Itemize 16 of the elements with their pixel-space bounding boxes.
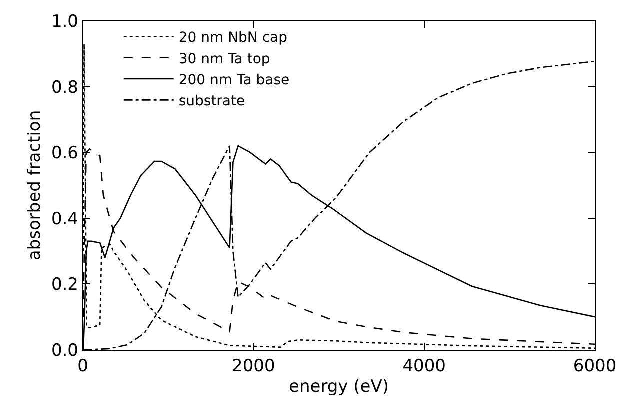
y-tick-label: 0.0 bbox=[51, 340, 78, 361]
x-tick-label: 0 bbox=[78, 356, 88, 376]
y-tick-label: 0.6 bbox=[51, 144, 78, 164]
x-axis-title: energy (eV) bbox=[289, 376, 389, 397]
y-tick-label: 0.2 bbox=[51, 275, 78, 296]
legend-label: substrate bbox=[178, 94, 246, 110]
x-tick-label: 4000 bbox=[402, 356, 446, 376]
x-tick-label: 2000 bbox=[232, 356, 276, 376]
legend-label: 20 nm NbN cap bbox=[178, 30, 288, 46]
x-tick-label: 6000 bbox=[573, 356, 617, 376]
legend-label: 30 nm Ta top bbox=[178, 51, 270, 68]
y-tick-label: 0.8 bbox=[51, 78, 78, 98]
y-tick-label: 0.4 bbox=[51, 209, 78, 230]
legend-label: 200 nm Ta base bbox=[178, 72, 290, 88]
y-axis-title: absorbed fraction bbox=[25, 110, 46, 261]
y-tick-label: 1.0 bbox=[51, 12, 78, 32]
